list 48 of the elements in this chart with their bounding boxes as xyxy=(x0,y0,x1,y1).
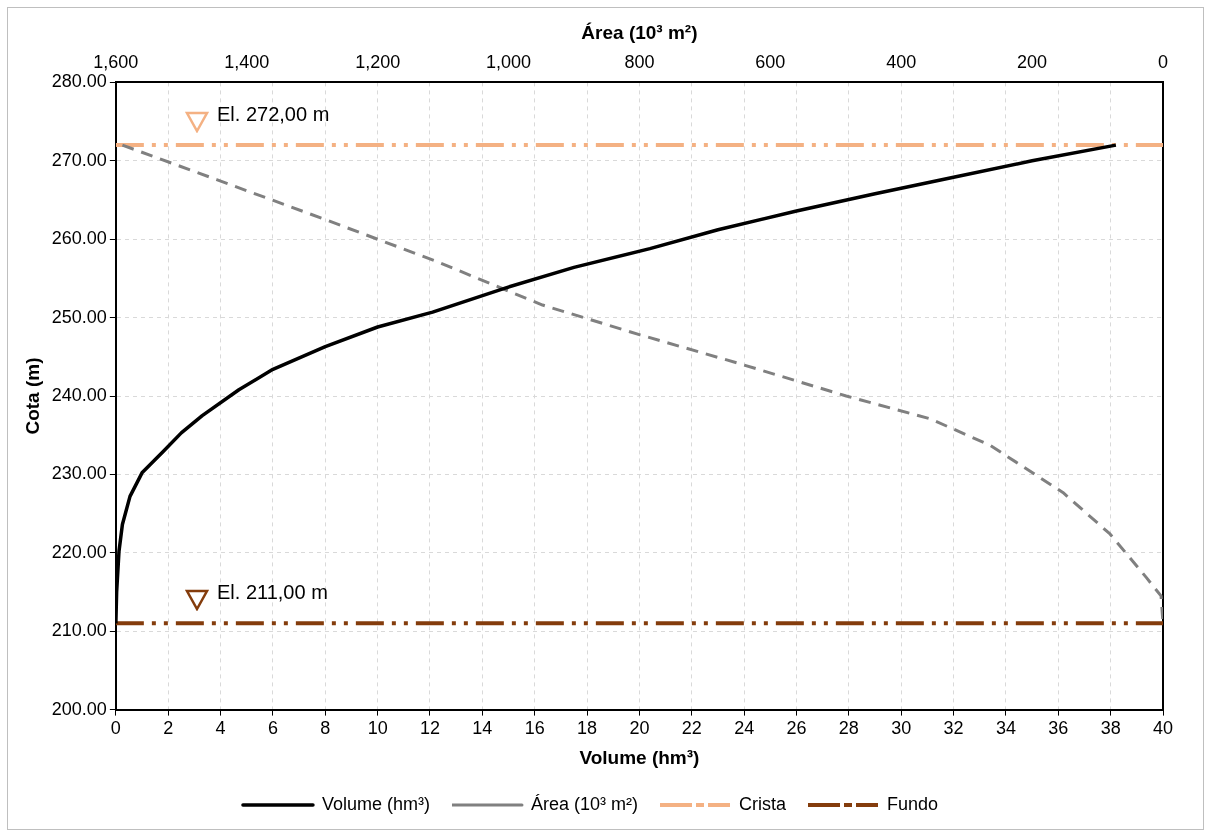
x-tick-label: 18 xyxy=(577,718,598,739)
x2-tick-label: 1,000 xyxy=(486,51,532,72)
x-tick-label: 28 xyxy=(838,718,859,739)
x-tick-label: 34 xyxy=(995,718,1016,739)
x-tick-label: 24 xyxy=(734,718,755,739)
x-tick-label: 16 xyxy=(524,718,545,739)
x2-tick-label: 200 xyxy=(1017,51,1048,72)
legend-label: Fundo xyxy=(887,793,939,814)
x-tick-label: 38 xyxy=(1100,718,1121,739)
x-tick-label: 20 xyxy=(629,718,650,739)
annotation: El. 272,00 m xyxy=(217,103,330,126)
x-tick-label: 22 xyxy=(681,718,702,739)
x-tick-label: 36 xyxy=(1048,718,1069,739)
y-tick-label: 250.00 xyxy=(51,306,107,327)
y-tick-label: 260.00 xyxy=(51,228,107,249)
x-tick-label: 0 xyxy=(110,718,121,739)
x2-tick-label: 0 xyxy=(1157,51,1169,72)
x-tick-label: 8 xyxy=(320,718,331,739)
y-tick-label: 280.00 xyxy=(51,71,107,92)
x-tick-label: 10 xyxy=(367,718,388,739)
x-tick-label: 30 xyxy=(891,718,912,739)
x-tick-label: 6 xyxy=(267,718,278,739)
y-tick-label: 210.00 xyxy=(51,620,107,641)
x2-tick-label: 1,600 xyxy=(93,51,139,72)
y-tick-label: 240.00 xyxy=(51,384,107,405)
legend-label: Crista xyxy=(739,793,787,814)
x2-tick-label: 600 xyxy=(755,51,786,72)
legend-label: Volume (hm³) xyxy=(321,793,430,814)
x2-axis-title: Área (10³ m²) xyxy=(581,21,698,43)
x-tick-label: 14 xyxy=(472,718,493,739)
x2-tick-label: 400 xyxy=(886,51,917,72)
y-tick-label: 220.00 xyxy=(51,541,107,562)
x2-tick-label: 1,200 xyxy=(355,51,401,72)
legend-label: Área (10³ m²) xyxy=(530,793,638,814)
x-tick-label: 32 xyxy=(943,718,964,739)
x-tick-label: 4 xyxy=(215,718,226,739)
x-tick-label: 12 xyxy=(419,718,441,739)
x-tick-label: 26 xyxy=(786,718,807,739)
x-axis-title: Volume (hm³) xyxy=(579,746,700,768)
y-tick-label: 270.00 xyxy=(51,149,107,170)
y-tick-label: 200.00 xyxy=(51,698,107,719)
x-tick-label: 2 xyxy=(163,718,174,739)
x2-tick-label: 800 xyxy=(624,51,655,72)
annotation: El. 211,00 m xyxy=(217,581,328,604)
y-axis-title: Cota (m) xyxy=(21,357,43,435)
x2-tick-label: 1,400 xyxy=(224,51,270,72)
y-tick-label: 230.00 xyxy=(51,463,107,484)
x-tick-label: 40 xyxy=(1152,718,1174,739)
